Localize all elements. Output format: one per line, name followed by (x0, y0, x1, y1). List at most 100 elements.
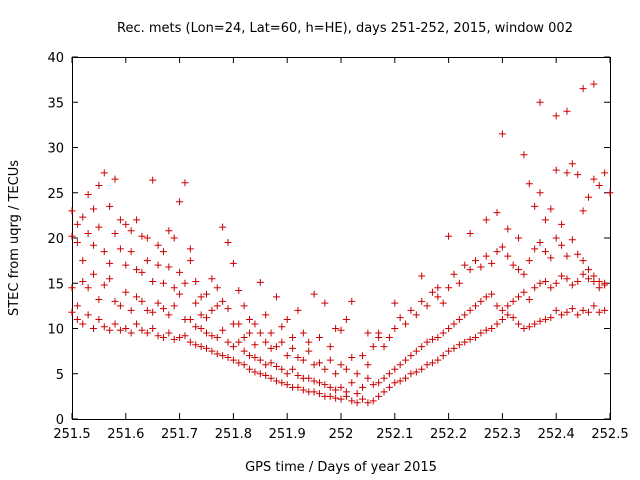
data-point (229, 259, 237, 267)
data-point (482, 216, 490, 224)
data-point (445, 232, 453, 240)
data-point (364, 329, 372, 337)
data-point (256, 356, 264, 364)
data-point (568, 281, 576, 289)
data-point (278, 365, 286, 373)
data-point (541, 216, 549, 224)
data-point (229, 343, 237, 351)
data-point (186, 245, 194, 253)
data-point (321, 299, 329, 307)
data-point (552, 279, 560, 287)
data-point (84, 229, 92, 237)
y-tick-label: 25 (47, 187, 64, 202)
data-point (176, 290, 184, 298)
data-point (289, 365, 297, 373)
data-point (68, 232, 76, 240)
data-point (391, 365, 399, 373)
data-point (584, 266, 592, 274)
data-point (106, 259, 114, 267)
data-point (590, 302, 598, 310)
data-point (299, 386, 307, 394)
data-point (412, 311, 420, 319)
data-point (289, 334, 297, 342)
data-point (558, 241, 566, 249)
data-point (504, 252, 512, 260)
y-tick-label: 5 (56, 368, 64, 383)
data-point (418, 297, 426, 305)
data-point (181, 279, 189, 287)
data-point (283, 352, 291, 360)
data-point (79, 277, 87, 285)
data-point (272, 377, 280, 385)
data-point (326, 343, 334, 351)
data-point (159, 279, 167, 287)
data-point (461, 261, 469, 269)
data-point (579, 257, 587, 265)
data-point (396, 361, 404, 369)
data-point (315, 379, 323, 387)
data-point (385, 383, 393, 391)
data-point (143, 234, 151, 242)
data-point (106, 275, 114, 283)
data-point (262, 338, 270, 346)
data-point (79, 320, 87, 328)
data-point (294, 306, 302, 314)
data-point (310, 388, 318, 396)
data-point (321, 365, 329, 373)
data-point (224, 353, 232, 361)
x-tick-label: 252.5 (591, 427, 628, 442)
data-point (138, 297, 146, 305)
data-point (159, 334, 167, 342)
data-point (450, 344, 458, 352)
data-point (122, 325, 130, 332)
data-point (595, 277, 603, 285)
data-point (240, 334, 248, 342)
data-point (531, 284, 539, 292)
data-point (192, 277, 200, 285)
data-point (90, 270, 98, 278)
data-point (143, 306, 151, 314)
data-point (181, 179, 189, 187)
data-point (515, 293, 523, 301)
data-point (294, 353, 302, 361)
data-point (90, 325, 98, 332)
data-point (159, 248, 167, 256)
data-point (509, 297, 517, 305)
data-point (299, 356, 307, 364)
data-point (111, 229, 119, 237)
data-point (267, 359, 275, 367)
data-point (418, 343, 426, 351)
data-point (73, 302, 81, 310)
data-point (315, 334, 323, 342)
data-point (412, 368, 420, 376)
data-point (536, 189, 544, 197)
data-point (229, 356, 237, 364)
data-point (122, 220, 130, 228)
data-point (186, 315, 194, 323)
data-point (235, 320, 243, 328)
data-point (176, 268, 184, 276)
data-point (385, 334, 393, 342)
data-point (563, 308, 571, 316)
data-point (262, 311, 270, 319)
data-point (267, 329, 275, 337)
data-point (391, 299, 399, 307)
data-point (563, 252, 571, 260)
data-point (568, 236, 576, 244)
data-point (224, 338, 232, 346)
data-point (256, 329, 264, 337)
data-point (73, 315, 81, 323)
data-point (235, 359, 243, 367)
x-tick-label: 252.2 (430, 427, 467, 442)
data-point (498, 130, 506, 138)
data-point (165, 329, 173, 337)
data-point (364, 361, 372, 369)
data-point (445, 284, 453, 292)
data-point (428, 335, 436, 343)
data-point (272, 343, 280, 351)
data-point (595, 308, 603, 316)
data-point (504, 302, 512, 310)
data-point (235, 338, 243, 346)
data-point (396, 377, 404, 385)
data-point (73, 239, 81, 247)
